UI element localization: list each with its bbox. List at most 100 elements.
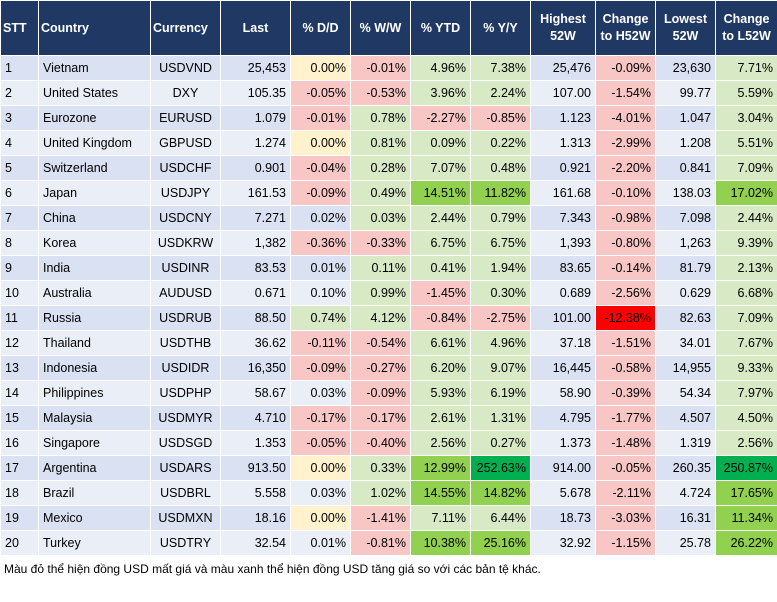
table-cell: 12.99% (410, 455, 471, 481)
table-cell: DXY (150, 80, 221, 106)
table-cell: 0.00% (290, 55, 351, 81)
table-cell: Brazil (38, 480, 151, 506)
table-row: 19 Mexico USDMXN 18.16 0.00% -1.41% 7.11% 6.44%… (0, 505, 777, 531)
table-cell: -0.81% (350, 530, 411, 556)
table-cell: -1.41% (350, 505, 411, 531)
table-row: 4 United Kingdom GBPUSD 1.274 0.00% 0.81% 0.09… (0, 130, 777, 156)
table-cell: 913.50 (220, 455, 291, 481)
table-cell: Vietnam (38, 55, 151, 81)
table-cell: 0.00% (290, 505, 351, 531)
table-cell: 5.93% (410, 380, 471, 406)
table-cell: -4.01% (595, 105, 656, 131)
table-cell: 0.33% (350, 455, 411, 481)
table-cell: USDKRW (150, 230, 221, 256)
table-cell: USDJPY (150, 180, 221, 206)
table-cell: 3 (0, 105, 39, 131)
table-cell: 138.03 (655, 180, 716, 206)
table-cell: 0.03% (290, 380, 351, 406)
table-cell: 25,453 (220, 55, 291, 81)
table-cell: 20 (0, 530, 39, 556)
table-cell: 5 (0, 155, 39, 181)
table-cell: 4.795 (530, 405, 596, 431)
table-row: 12 Thailand USDTHB 36.62 -0.11% -0.54% 6.61% 4.… (0, 330, 777, 356)
table-cell: GBPUSD (150, 130, 221, 156)
table-cell: 4.507 (655, 405, 716, 431)
table-cell: USDSGD (150, 430, 221, 456)
table-cell: Argentina (38, 455, 151, 481)
table-cell: 5.51% (715, 130, 777, 156)
table-cell: 0.41% (410, 255, 471, 281)
table-cell: 0.00% (290, 455, 351, 481)
table-cell: 0.10% (290, 280, 351, 306)
table-cell: 4.50% (715, 405, 777, 431)
table-cell: -0.17% (350, 405, 411, 431)
table-cell: 16,445 (530, 355, 596, 381)
table-row: 3 Eurozone EURUSD 1.079 -0.01% 0.78% -2.27% -0.… (0, 105, 777, 131)
table-cell: 6.20% (410, 355, 471, 381)
table-cell: EURUSD (150, 105, 221, 131)
table-cell: 81.79 (655, 255, 716, 281)
table-cell: -0.09% (595, 55, 656, 81)
table-cell: Indonesia (38, 355, 151, 381)
table-cell: 260.35 (655, 455, 716, 481)
table-row: 2 United States DXY 105.35 -0.05% -0.53% 3.96%… (0, 80, 777, 106)
table-cell: 14.51% (410, 180, 471, 206)
table-cell: Russia (38, 305, 151, 331)
table-cell: 54.34 (655, 380, 716, 406)
table-cell: USDINR (150, 255, 221, 281)
table-cell: 0.79% (470, 205, 531, 231)
table-cell: 0.03% (290, 480, 351, 506)
table-cell: -0.36% (290, 230, 351, 256)
table-cell: 32.54 (220, 530, 291, 556)
table-cell: 88.50 (220, 305, 291, 331)
table-cell: 14 (0, 380, 39, 406)
table-cell: -0.14% (595, 255, 656, 281)
table-cell: 4 (0, 130, 39, 156)
table-cell: 37.18 (530, 330, 596, 356)
table-cell: Philippines (38, 380, 151, 406)
table-cell: USDMXN (150, 505, 221, 531)
table-cell: Malaysia (38, 405, 151, 431)
table-cell: 1,382 (220, 230, 291, 256)
table-cell: 26.22% (715, 530, 777, 556)
table-cell: 6.19% (470, 380, 531, 406)
table-cell: -2.27% (410, 105, 471, 131)
footnote: Màu đỏ thể hiện đồng USD mất giá và màu … (4, 562, 541, 576)
table-cell: -0.05% (290, 80, 351, 106)
table-cell: -3.03% (595, 505, 656, 531)
table-cell: 23,630 (655, 55, 716, 81)
table-cell: 1.31% (470, 405, 531, 431)
table-cell: 9.07% (470, 355, 531, 381)
table-row: 8 Korea USDKRW 1,382 -0.36% -0.33% 6.75% 6.75% 1… (0, 230, 777, 256)
table-cell: -1.48% (595, 430, 656, 456)
table-cell: 4.710 (220, 405, 291, 431)
table-cell: 7.09% (715, 305, 777, 331)
table-cell: 1.123 (530, 105, 596, 131)
table-cell: 0.671 (220, 280, 291, 306)
table-cell: Thailand (38, 330, 151, 356)
table-cell: 4.724 (655, 480, 716, 506)
table-cell: -0.04% (290, 155, 351, 181)
table-row: 1 Vietnam USDVND 25,453 0.00% -0.01% 4.96% 7.38… (0, 55, 777, 81)
table-cell: 1.208 (655, 130, 716, 156)
table-cell: 14,955 (655, 355, 716, 381)
table-cell: 2.24% (470, 80, 531, 106)
table-row: 9 India USDINR 83.53 0.01% 0.11% 0.41% 1.94% 83.… (0, 255, 777, 281)
table-cell: 0.28% (350, 155, 411, 181)
table-cell: 0.11% (350, 255, 411, 281)
table-cell: 19 (0, 505, 39, 531)
table-cell: 7 (0, 205, 39, 231)
table-cell: 914.00 (530, 455, 596, 481)
table-cell: -1.77% (595, 405, 656, 431)
table-cell: -2.11% (595, 480, 656, 506)
table-cell: 4.96% (410, 55, 471, 81)
table-cell: 5.558 (220, 480, 291, 506)
column-header: Currency (150, 0, 221, 56)
table-cell: -0.09% (290, 355, 351, 381)
column-header: STT (0, 0, 39, 56)
table-cell: 0.27% (470, 430, 531, 456)
table-cell: Mexico (38, 505, 151, 531)
table-cell: -2.75% (470, 305, 531, 331)
table-cell: 82.63 (655, 305, 716, 331)
